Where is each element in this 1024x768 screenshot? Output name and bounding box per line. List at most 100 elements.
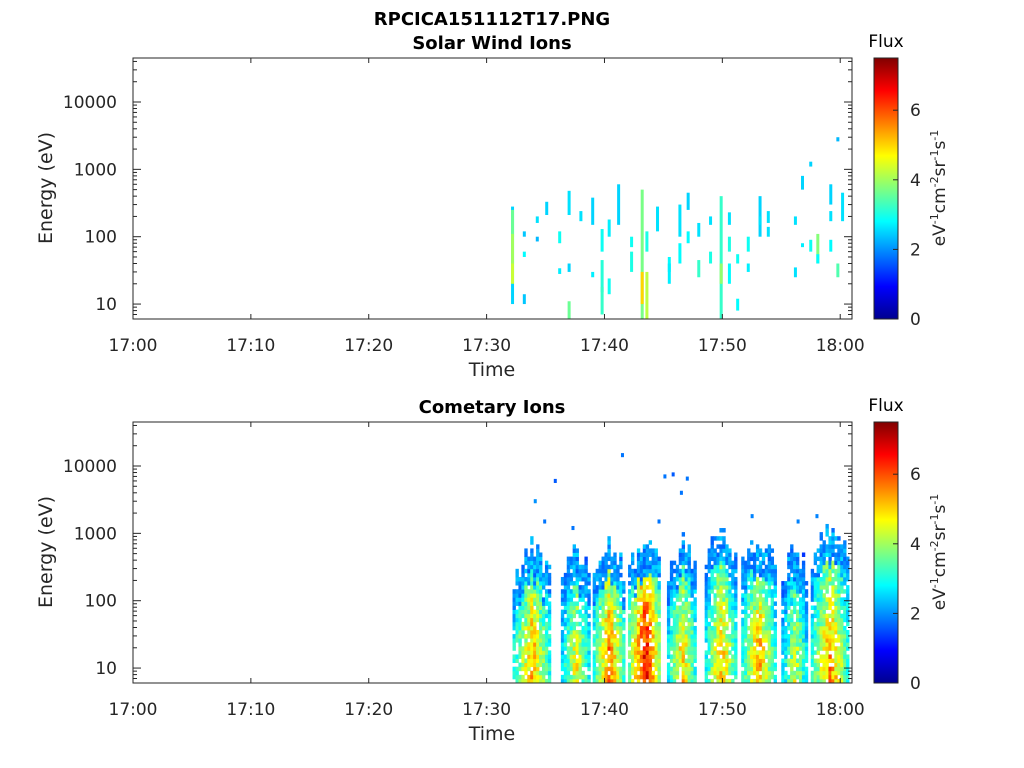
heatmap-cell [648,601,653,606]
heatmap-cell [784,597,788,602]
heatmap-cell [587,576,591,582]
heatmap-cell [810,625,815,631]
heatmap-cell [744,576,748,582]
heatmap-cell [613,576,617,582]
heatmap-cell [825,650,829,655]
heatmap-cell [687,564,691,570]
heatmap-cell [684,662,688,668]
heatmap-cell [512,609,516,615]
heatmap-cell [669,629,674,635]
heatmap-cell [587,593,591,598]
heatmap-cell [619,646,623,651]
heatmap-cell [716,568,720,574]
heatmap-cell [604,601,608,606]
heatmap-cell [591,197,595,225]
heatmap-cell [604,613,608,619]
heatmap-cell [722,650,726,655]
heatmap-cell [610,625,614,631]
heatmap-cell [810,662,815,668]
y-tick-label: 10000 [63,457,117,477]
heatmap-cell [598,634,602,639]
heatmap-cell [636,585,641,590]
heatmap-cell [633,572,638,578]
heatmap-cell [572,646,576,651]
heatmap-cell [846,556,850,562]
heatmap-cell [657,593,661,598]
heatmap-cell [793,678,797,684]
heatmap-cell [793,642,797,647]
heatmap-cell [750,581,754,586]
heatmap-cell [816,658,820,664]
heatmap-cell [575,589,579,594]
heatmap-cell [678,658,683,664]
heatmap-cell [790,662,794,668]
heatmap-cell [761,613,766,619]
heatmap-cell [793,568,797,574]
heatmap-cell [840,556,844,562]
heatmap-cell [587,629,591,635]
heatmap-cell [595,605,599,610]
heatmap-cell [592,662,597,668]
heatmap-cell [598,674,602,680]
heatmap-cell [595,638,599,643]
heatmap-cell [584,674,588,680]
heatmap-cell [816,625,820,631]
heatmap-cell [521,597,525,602]
heatmap-cell [544,670,549,676]
heatmap-cell [710,572,714,578]
heatmap-cell [666,617,671,623]
heatmap-cell [704,625,709,631]
heatmap-cell [581,662,585,668]
heatmap-cell [648,564,653,570]
heatmap-cell [684,576,688,582]
heatmap-cell [584,642,588,647]
heatmap-cell [642,601,647,606]
heatmap-cell [547,609,552,615]
heatmap-cell [796,621,800,627]
heatmap-cell [669,597,674,602]
heatmap-cell [761,556,766,562]
heatmap-cell [547,581,552,586]
heatmap-cell [773,678,777,684]
heatmap-cell [758,621,763,627]
heatmap-cell [678,634,683,639]
heatmap-cell [651,564,655,570]
heatmap-cell [530,548,534,553]
heatmap-cell [752,605,757,610]
heatmap-cell [693,605,697,610]
heatmap-cell [755,564,760,570]
heatmap-cell [690,625,694,631]
heatmap-cell [713,658,717,664]
heatmap-cell [527,605,531,610]
heatmap-cell [843,613,847,619]
heatmap-cell [752,617,757,623]
heatmap-cell [770,642,775,647]
heatmap-cell [610,560,614,566]
heatmap-cell [642,548,647,553]
heatmap-cell [539,638,543,643]
heatmap-cell [798,581,803,586]
heatmap-cell [533,634,537,639]
heatmap-cell [846,609,850,615]
heatmap-cell [645,629,650,635]
heatmap-cell [693,609,697,615]
heatmap-cell [607,613,611,619]
heatmap-cell [840,678,844,684]
heatmap-cell [755,621,760,627]
heatmap-cell [816,670,820,676]
heatmap-cell [697,222,701,237]
heatmap-cell [630,670,635,676]
heatmap-cell [828,540,832,545]
heatmap-cell [813,650,818,655]
heatmap-cell [819,560,823,566]
heatmap-cell [533,617,537,623]
heatmap-cell [744,560,748,566]
heatmap-cell [544,576,549,582]
heatmap-cell [642,605,647,610]
heatmap-cell [678,548,683,553]
heatmap-cell [642,593,647,598]
heatmap-cell [607,544,611,549]
heatmap-cell [536,613,540,619]
heatmap-cell [758,650,763,655]
heatmap-cell [681,674,686,680]
